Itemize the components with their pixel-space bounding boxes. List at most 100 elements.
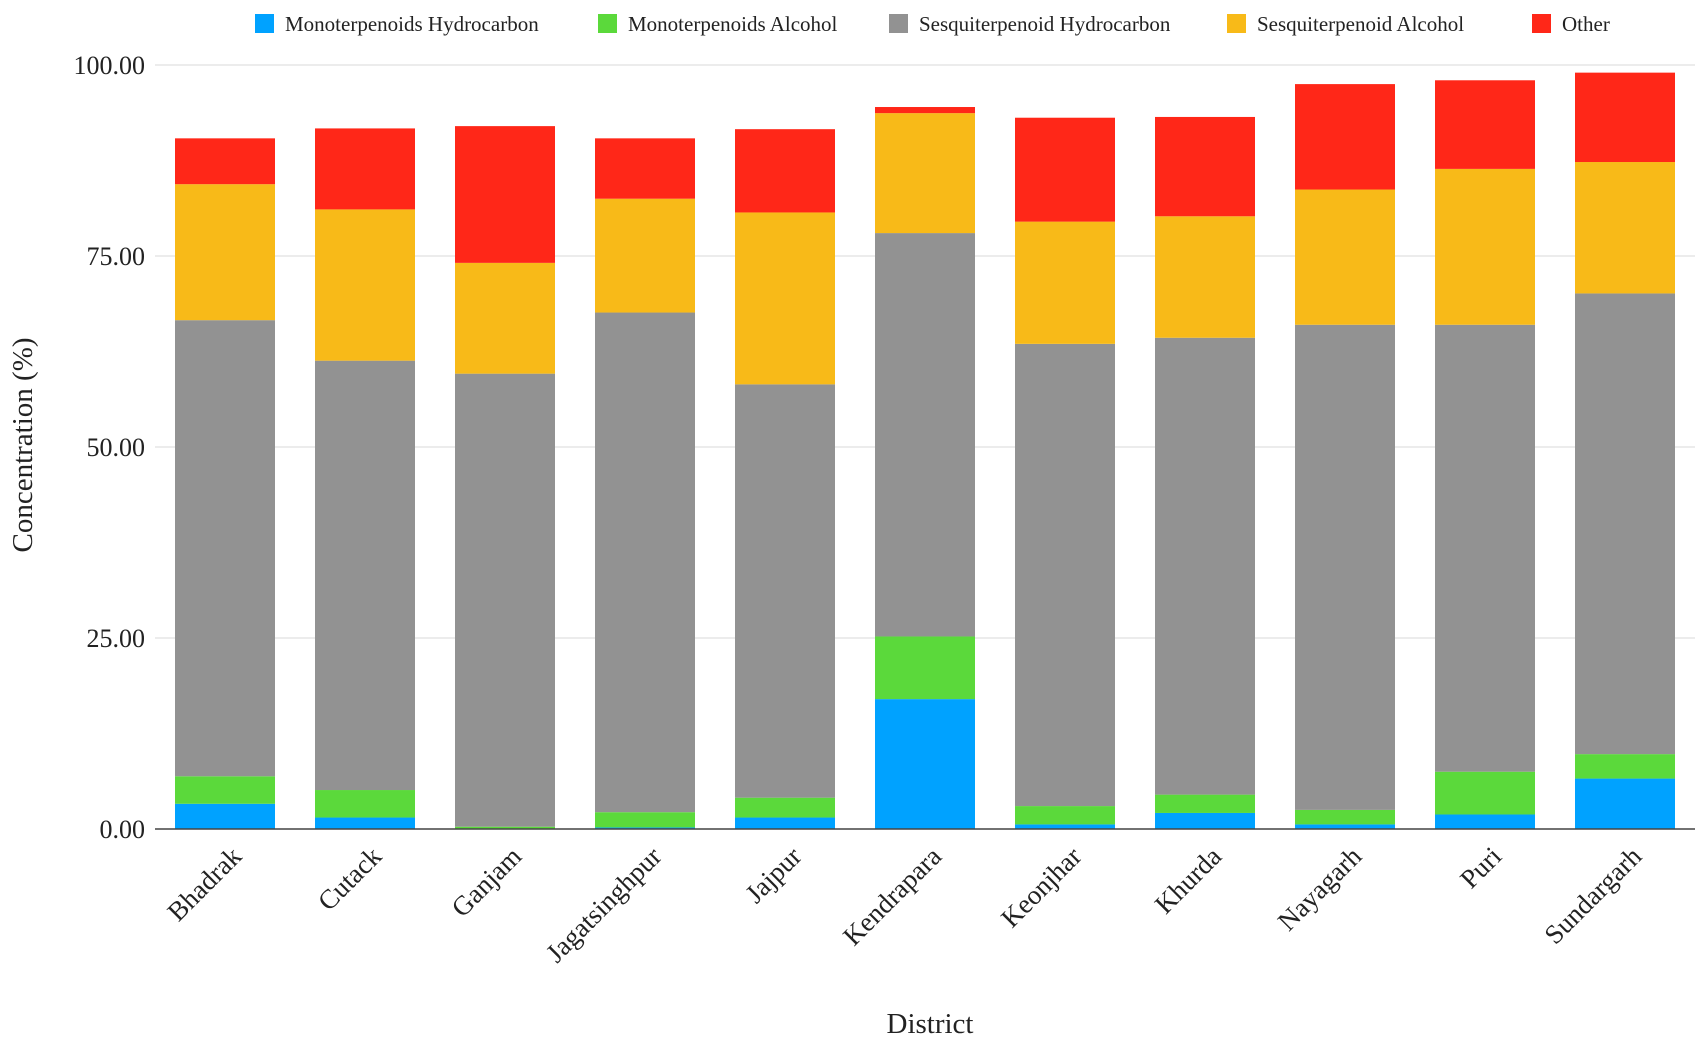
x-tick-labels: Bhadrak Cutack Ganjam Jagatsinghpur Jajpur Ke…	[161, 841, 1647, 969]
bar-nayagarh-monoterpenoids-alcohol	[1295, 809, 1395, 825]
y-tick-label: 25.00	[87, 624, 146, 653]
legend-item-monoterpenoids-alcohol: Monoterpenoids Alcohol	[598, 12, 838, 36]
bar-jajpur-sesquiterpenoid-alcohol	[735, 212, 835, 385]
bar-cutack-sesquiterpenoid-alcohol	[315, 209, 415, 361]
legend-label: Sesquiterpenoid Alcohol	[1257, 12, 1464, 36]
x-tick-label-kendrapara: Kendrapara	[837, 841, 947, 951]
bar-sundargarh-sesquiterpenoid-alcohol	[1575, 162, 1675, 294]
bar-ganjam-monoterpenoids-alcohol	[455, 826, 555, 829]
bar-nayagarh-other	[1295, 84, 1395, 190]
bar-group-cutack	[315, 128, 415, 829]
bar-nayagarh-sesquiterpenoid-alcohol	[1295, 189, 1395, 325]
bar-jagatsinghpur-monoterpenoids-alcohol	[595, 812, 695, 828]
bar-jagatsinghpur-monoterpenoids-hydrocarbon	[595, 827, 695, 829]
y-tick-label: 75.00	[87, 242, 146, 271]
y-tick-label: 0.00	[100, 815, 146, 844]
bar-khurda-other	[1155, 116, 1255, 217]
legend-label: Monoterpenoids Hydrocarbon	[285, 12, 539, 36]
bar-cutack-monoterpenoids-alcohol	[315, 790, 415, 818]
bar-keonjhar-sesquiterpenoid-hydrocarbon	[1015, 343, 1115, 807]
bar-group-nayagarh	[1295, 84, 1395, 829]
bar-sundargarh-monoterpenoids-alcohol	[1575, 754, 1675, 779]
y-tick-label: 50.00	[87, 433, 146, 462]
y-tick-labels: 0.00 25.00 50.00 75.00 100.00	[74, 51, 146, 844]
legend-item-other: Other	[1532, 12, 1610, 36]
bar-kendrapara-monoterpenoids-alcohol	[875, 636, 975, 700]
bar-ganjam-sesquiterpenoid-alcohol	[455, 262, 555, 374]
legend: Monoterpenoids Hydrocarbon Monoterpenoids…	[255, 12, 1610, 36]
bar-kendrapara-other	[875, 107, 975, 114]
bar-group-sundargarh	[1575, 72, 1675, 829]
x-tick-label-ganjam: Ganjam	[446, 841, 528, 923]
legend-item-sesquiterpenoid-hydrocarbon: Sesquiterpenoid Hydrocarbon	[889, 12, 1171, 36]
legend-item-sesquiterpenoid-alcohol: Sesquiterpenoid Alcohol	[1227, 12, 1464, 36]
bar-kendrapara-sesquiterpenoid-alcohol	[875, 113, 975, 234]
bar-jajpur-monoterpenoids-hydrocarbon	[735, 817, 835, 829]
bar-puri-other	[1435, 80, 1535, 169]
x-tick-label-puri: Puri	[1454, 841, 1507, 894]
bar-group-ganjam	[455, 126, 555, 829]
bar-nayagarh-monoterpenoids-hydrocarbon	[1295, 824, 1395, 829]
legend-swatch	[255, 14, 274, 33]
x-tick-label-nayagarh: Nayagarh	[1272, 841, 1368, 937]
bar-khurda-sesquiterpenoid-hydrocarbon	[1155, 337, 1255, 795]
bar-kendrapara-sesquiterpenoid-hydrocarbon	[875, 233, 975, 637]
bar-ganjam-sesquiterpenoid-hydrocarbon	[455, 373, 555, 827]
bar-keonjhar-monoterpenoids-alcohol	[1015, 806, 1115, 825]
bar-kendrapara-monoterpenoids-hydrocarbon	[875, 699, 975, 829]
bar-group-keonjhar	[1015, 117, 1115, 829]
bar-group-jagatsinghpur	[595, 138, 695, 829]
bar-group-bhadrak	[175, 138, 275, 829]
bar-jajpur-monoterpenoids-alcohol	[735, 797, 835, 818]
bar-puri-sesquiterpenoid-alcohol	[1435, 168, 1535, 325]
bar-khurda-monoterpenoids-alcohol	[1155, 794, 1255, 813]
bar-keonjhar-other	[1015, 117, 1115, 222]
bar-group-puri	[1435, 80, 1535, 829]
legend-swatch	[1532, 14, 1551, 33]
bar-nayagarh-sesquiterpenoid-hydrocarbon	[1295, 324, 1395, 810]
bar-jajpur-other	[735, 129, 835, 213]
y-axis-title: Concentration (%)	[7, 337, 39, 552]
legend-swatch	[889, 14, 908, 33]
bar-puri-monoterpenoids-alcohol	[1435, 771, 1535, 815]
bar-bhadrak-monoterpenoids-hydrocarbon	[175, 803, 275, 829]
bar-group-khurda	[1155, 116, 1255, 829]
bar-group-jajpur	[735, 129, 835, 829]
legend-swatch	[1227, 14, 1246, 33]
bar-puri-sesquiterpenoid-hydrocarbon	[1435, 324, 1535, 772]
bar-group-kendrapara	[875, 107, 975, 829]
bar-bhadrak-monoterpenoids-alcohol	[175, 776, 275, 804]
bar-sundargarh-sesquiterpenoid-hydrocarbon	[1575, 293, 1675, 755]
x-axis-title: District	[887, 1008, 974, 1040]
legend-item-monoterpenoids-hydrocarbon: Monoterpenoids Hydrocarbon	[255, 12, 539, 36]
bar-khurda-sesquiterpenoid-alcohol	[1155, 216, 1255, 338]
bar-cutack-other	[315, 128, 415, 210]
x-tick-label-jajpur: Jajpur	[739, 841, 807, 909]
bar-khurda-monoterpenoids-hydrocarbon	[1155, 812, 1255, 829]
x-tick-label-bhadrak: Bhadrak	[161, 841, 247, 927]
bar-puri-monoterpenoids-hydrocarbon	[1435, 814, 1535, 829]
x-tick-label-sundargarh: Sundargarh	[1538, 841, 1647, 950]
y-tick-label: 100.00	[74, 51, 146, 80]
bar-cutack-sesquiterpenoid-hydrocarbon	[315, 360, 415, 791]
x-tick-label-keonjhar: Keonjhar	[995, 841, 1087, 933]
bar-keonjhar-sesquiterpenoid-alcohol	[1015, 221, 1115, 344]
bar-jagatsinghpur-sesquiterpenoid-hydrocarbon	[595, 312, 695, 813]
bar-ganjam-other	[455, 126, 555, 263]
bar-jajpur-sesquiterpenoid-hydrocarbon	[735, 384, 835, 798]
bar-bhadrak-sesquiterpenoid-alcohol	[175, 184, 275, 321]
x-tick-label-cutack: Cutack	[312, 841, 388, 917]
bar-jagatsinghpur-sesquiterpenoid-alcohol	[595, 198, 695, 313]
bar-cutack-monoterpenoids-hydrocarbon	[315, 817, 415, 829]
bar-keonjhar-monoterpenoids-hydrocarbon	[1015, 824, 1115, 829]
bar-bhadrak-other	[175, 138, 275, 185]
bar-bhadrak-sesquiterpenoid-hydrocarbon	[175, 320, 275, 777]
bar-jagatsinghpur-other	[595, 138, 695, 199]
legend-label: Other	[1562, 12, 1610, 36]
bars	[175, 72, 1675, 829]
legend-swatch	[598, 14, 617, 33]
legend-label: Sesquiterpenoid Hydrocarbon	[919, 12, 1171, 36]
x-tick-label-khurda: Khurda	[1149, 841, 1227, 919]
